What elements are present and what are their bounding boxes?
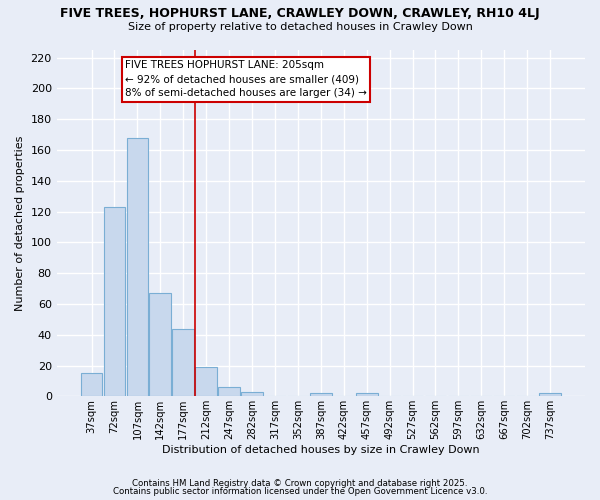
Bar bbox=[310, 393, 332, 396]
Bar bbox=[218, 387, 240, 396]
Text: FIVE TREES HOPHURST LANE: 205sqm
← 92% of detached houses are smaller (409)
8% o: FIVE TREES HOPHURST LANE: 205sqm ← 92% o… bbox=[125, 60, 367, 98]
Bar bbox=[80, 373, 103, 396]
Y-axis label: Number of detached properties: Number of detached properties bbox=[15, 136, 25, 311]
Text: FIVE TREES, HOPHURST LANE, CRAWLEY DOWN, CRAWLEY, RH10 4LJ: FIVE TREES, HOPHURST LANE, CRAWLEY DOWN,… bbox=[60, 8, 540, 20]
Bar bbox=[104, 207, 125, 396]
Bar bbox=[539, 393, 561, 396]
Bar bbox=[172, 328, 194, 396]
Bar bbox=[149, 293, 171, 397]
X-axis label: Distribution of detached houses by size in Crawley Down: Distribution of detached houses by size … bbox=[162, 445, 479, 455]
Text: Size of property relative to detached houses in Crawley Down: Size of property relative to detached ho… bbox=[128, 22, 472, 32]
Text: Contains HM Land Registry data © Crown copyright and database right 2025.: Contains HM Land Registry data © Crown c… bbox=[132, 478, 468, 488]
Bar bbox=[241, 392, 263, 396]
Bar bbox=[196, 367, 217, 396]
Text: Contains public sector information licensed under the Open Government Licence v3: Contains public sector information licen… bbox=[113, 487, 487, 496]
Bar bbox=[356, 393, 377, 396]
Bar bbox=[127, 138, 148, 396]
